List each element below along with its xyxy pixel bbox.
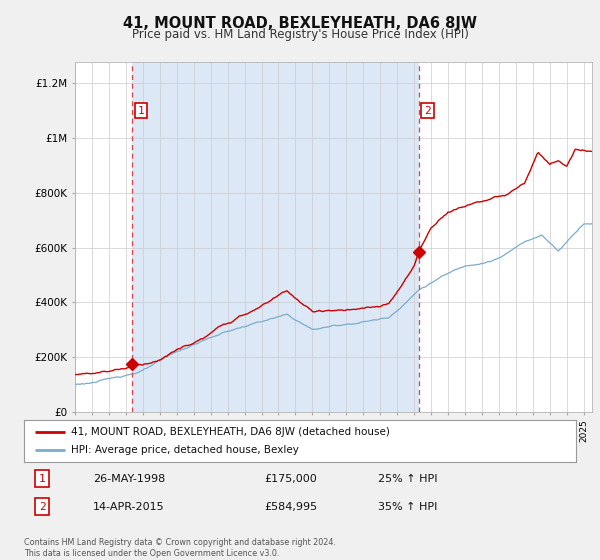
Text: 26-MAY-1998: 26-MAY-1998 — [93, 474, 165, 484]
Text: £175,000: £175,000 — [264, 474, 317, 484]
Text: £584,995: £584,995 — [264, 502, 317, 512]
Text: 41, MOUNT ROAD, BEXLEYHEATH, DA6 8JW (detached house): 41, MOUNT ROAD, BEXLEYHEATH, DA6 8JW (de… — [71, 427, 390, 437]
Text: 2: 2 — [424, 106, 431, 115]
Text: Price paid vs. HM Land Registry's House Price Index (HPI): Price paid vs. HM Land Registry's House … — [131, 28, 469, 41]
Text: Contains HM Land Registry data © Crown copyright and database right 2024.
This d: Contains HM Land Registry data © Crown c… — [24, 538, 336, 558]
Text: 25% ↑ HPI: 25% ↑ HPI — [378, 474, 437, 484]
Text: 14-APR-2015: 14-APR-2015 — [93, 502, 164, 512]
Text: 2: 2 — [38, 502, 46, 512]
Text: 1: 1 — [38, 474, 46, 484]
Text: HPI: Average price, detached house, Bexley: HPI: Average price, detached house, Bexl… — [71, 445, 299, 455]
Text: 35% ↑ HPI: 35% ↑ HPI — [378, 502, 437, 512]
Text: 1: 1 — [137, 106, 144, 115]
Text: 41, MOUNT ROAD, BEXLEYHEATH, DA6 8JW: 41, MOUNT ROAD, BEXLEYHEATH, DA6 8JW — [123, 16, 477, 31]
Bar — [133, 62, 419, 412]
